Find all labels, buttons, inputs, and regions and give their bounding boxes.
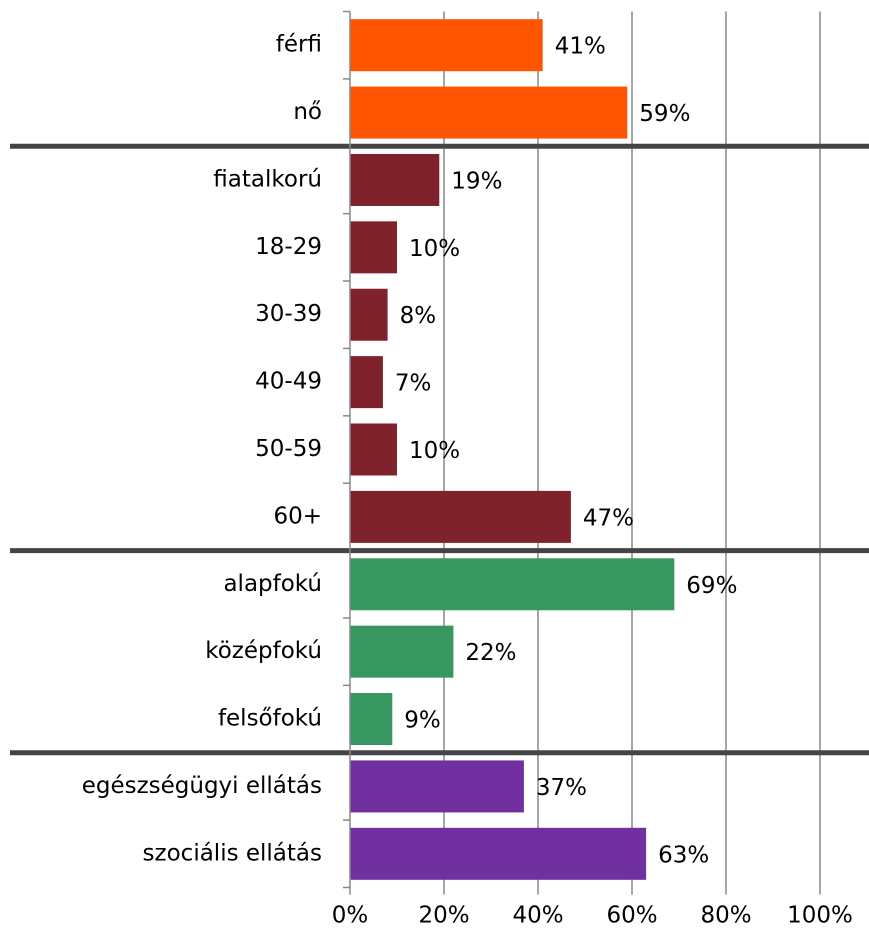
y-tick-label: fiatalkorú [213, 166, 322, 192]
value-label: 8% [400, 303, 437, 329]
bar [350, 19, 543, 72]
bar [350, 356, 383, 409]
y-tick-label: 18-29 [255, 234, 322, 260]
y-tick-label: egészségügyi ellátás [82, 773, 322, 799]
y-tick-label: szociális ellátás [143, 840, 322, 866]
bar [350, 625, 454, 678]
bar [350, 693, 393, 746]
x-tick-label: 80% [700, 903, 751, 929]
y-tick-label: 50-59 [255, 436, 322, 462]
y-tick-label: 40-49 [255, 369, 322, 395]
value-label: 59% [639, 101, 690, 127]
x-tick-label: 0% [332, 903, 369, 929]
x-tick-label: 100% [787, 903, 853, 929]
y-tick-label: 60+ [273, 503, 322, 529]
y-tick-label: 30-39 [255, 301, 322, 327]
y-tick-label: felsőfokú [218, 706, 322, 732]
value-label: 10% [409, 438, 460, 464]
x-tick-label: 40% [512, 903, 563, 929]
value-label: 10% [409, 236, 460, 262]
bar [350, 153, 440, 206]
bar [350, 760, 524, 813]
value-label: 9% [404, 708, 441, 734]
value-label: 37% [536, 775, 587, 801]
y-tick-label: nő [293, 99, 322, 125]
value-label: 41% [555, 34, 606, 60]
bar [350, 490, 571, 543]
x-tick-label: 20% [418, 903, 469, 929]
bar [350, 558, 675, 611]
value-label: 69% [686, 573, 737, 599]
x-tick-label: 60% [606, 903, 657, 929]
value-label: 22% [465, 640, 516, 666]
bar [350, 86, 628, 139]
value-label: 63% [658, 842, 709, 868]
bar [350, 423, 397, 476]
value-label: 19% [451, 168, 502, 194]
bar [350, 827, 647, 880]
y-tick-label: férfi [276, 32, 322, 58]
bar [350, 288, 388, 341]
value-label: 47% [583, 505, 634, 531]
bar [350, 221, 397, 274]
y-tick-label: alapfokú [223, 571, 322, 597]
value-label: 7% [395, 371, 432, 397]
y-tick-label: középfokú [205, 638, 322, 664]
